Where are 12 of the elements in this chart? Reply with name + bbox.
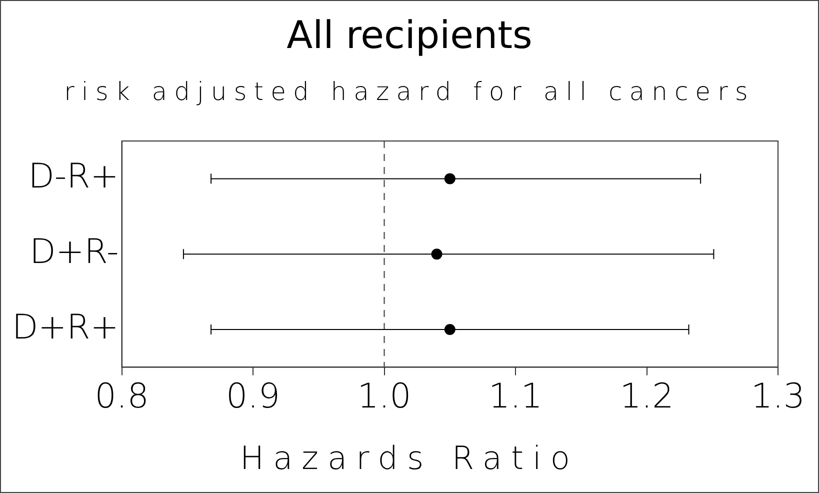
x-tick-label: 0.9 <box>226 376 280 416</box>
x-tick-label: 0.8 <box>94 376 149 416</box>
x-axis-title: Hazards Ratio <box>239 439 580 477</box>
chart-title: All recipients <box>286 13 534 57</box>
y-tick-label: D+R- <box>30 232 119 272</box>
y-tick-label: D+R+ <box>12 307 119 348</box>
x-tick-label: 1.1 <box>488 376 543 416</box>
y-tick-label: D-R+ <box>28 156 119 197</box>
x-tick-label: 1.2 <box>620 376 674 416</box>
x-tick-label: 1.0 <box>357 376 412 416</box>
x-tick-label: 1.3 <box>750 376 806 416</box>
chart-subtitle: risk adjusted hazard for all cancers <box>63 77 756 106</box>
